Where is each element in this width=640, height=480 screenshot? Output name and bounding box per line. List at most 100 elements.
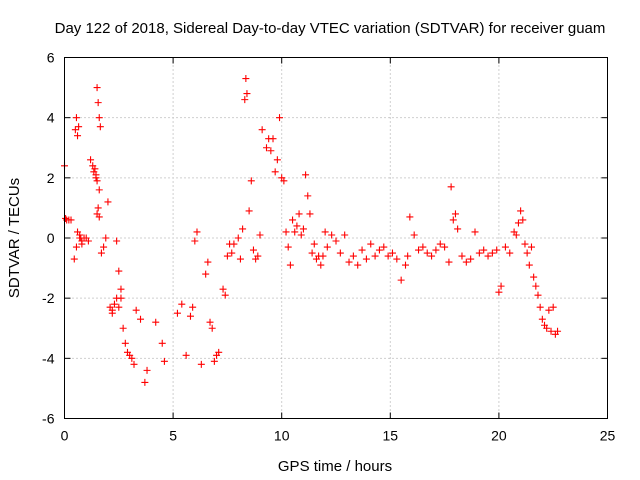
data-point [160, 357, 168, 365]
data-point [128, 354, 136, 362]
data-point [371, 252, 379, 260]
data-point [236, 255, 244, 263]
data-point [349, 252, 357, 260]
data-point [62, 214, 70, 222]
data-point [113, 237, 121, 245]
x-axis-label: GPS time / hours [278, 458, 392, 475]
data-point [428, 252, 436, 260]
data-point [67, 216, 75, 224]
data-point [210, 357, 218, 365]
data-point [108, 306, 116, 314]
data-point [514, 219, 522, 227]
data-point [321, 228, 329, 236]
data-point [93, 177, 101, 185]
data-point [241, 96, 249, 104]
data-point [119, 324, 127, 332]
data-point [480, 246, 488, 254]
data-point [317, 261, 325, 269]
data-point [84, 237, 92, 245]
data-point [545, 306, 553, 314]
data-point [173, 309, 181, 317]
data-point [202, 270, 210, 278]
data-point [289, 216, 297, 224]
data-point [143, 366, 151, 374]
data-point [152, 318, 160, 326]
data-point [306, 210, 314, 218]
data-point [419, 243, 427, 251]
data-point [410, 231, 418, 239]
data-point [397, 276, 405, 284]
data-point [517, 207, 525, 215]
data-point [462, 258, 470, 266]
data-point [182, 351, 190, 359]
data-point [215, 348, 223, 356]
data-point [92, 174, 100, 182]
y-tick-label: 6 [47, 50, 55, 66]
data-point [506, 249, 514, 257]
data-point [375, 246, 383, 254]
data-point [137, 315, 145, 323]
x-tick-label: 5 [169, 428, 177, 444]
data-point [273, 156, 281, 164]
data-point [141, 378, 149, 386]
data-point [94, 99, 102, 107]
data-point [193, 228, 201, 236]
data-point [458, 252, 466, 260]
data-point [519, 216, 527, 224]
data-point [243, 90, 251, 98]
data-point [110, 300, 118, 308]
data-point [488, 249, 496, 257]
data-point [497, 282, 505, 290]
data-point [262, 144, 270, 152]
data-point [70, 255, 78, 263]
data-point [362, 255, 370, 263]
data-point [100, 243, 108, 251]
data-point [208, 324, 216, 332]
data-point [404, 252, 412, 260]
data-point [223, 252, 231, 260]
y-tick-label: 4 [47, 110, 55, 126]
data-point [495, 288, 503, 296]
data-point [95, 186, 103, 194]
data-point [247, 177, 255, 185]
chart-title: Day 122 of 2018, Sidereal Day-to-day VTE… [55, 20, 606, 37]
data-point [441, 243, 449, 251]
y-tick-label: -2 [42, 290, 55, 306]
data-point [493, 246, 501, 254]
data-point [280, 177, 288, 185]
y-tick-label: -6 [42, 411, 55, 427]
data-point [132, 306, 140, 314]
data-point [178, 300, 186, 308]
data-point [354, 261, 362, 269]
data-point [406, 213, 414, 221]
data-point [436, 240, 444, 248]
data-point [95, 114, 103, 122]
data-point [74, 228, 82, 236]
data-point [310, 240, 318, 248]
y-tick-label: 2 [47, 170, 55, 186]
data-point [319, 252, 327, 260]
data-point [189, 303, 197, 311]
data-point [95, 213, 103, 221]
data-points [61, 75, 562, 386]
data-point [402, 261, 410, 269]
data-point [71, 126, 79, 134]
y-axis-label: SDTVAR / TECUs [6, 178, 23, 298]
data-point [204, 258, 212, 266]
data-point [104, 198, 112, 206]
data-point [445, 258, 453, 266]
data-point [242, 75, 250, 83]
data-point [538, 315, 546, 323]
x-tick-label: 10 [274, 428, 290, 444]
data-point [72, 114, 80, 122]
data-point [393, 255, 401, 263]
data-point [380, 243, 388, 251]
data-point [527, 243, 535, 251]
data-point [554, 327, 562, 335]
data-point [284, 243, 292, 251]
data-point [523, 249, 531, 257]
data-point [221, 291, 229, 299]
data-point [72, 243, 80, 251]
data-point [415, 246, 423, 254]
data-point [115, 267, 123, 275]
